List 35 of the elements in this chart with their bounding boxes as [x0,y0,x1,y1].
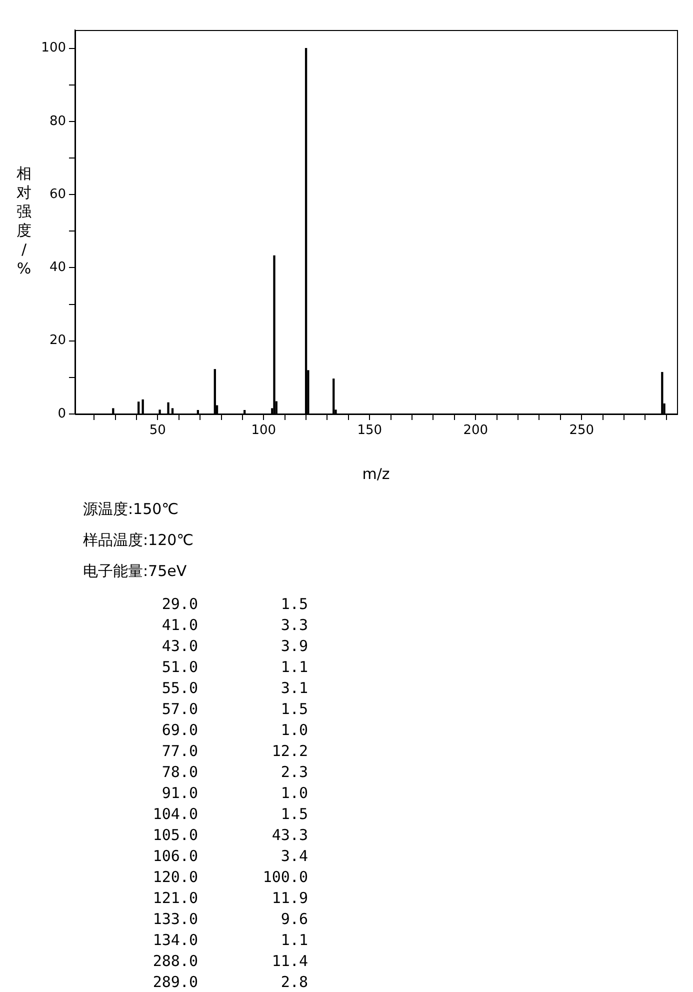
text: 120.0 100.0 [152,868,308,886]
text: 55.0 3.1 [162,678,308,696]
y-tick-label: 20 [49,333,66,348]
x-tick-label: 50 [149,423,166,438]
text: 289.0 2.8 [152,972,308,990]
text: 106.0 3.4 [152,846,308,864]
x-tick-label: 150 [357,423,382,438]
x-axis-title: m/z [362,464,390,483]
y-tick-label: 60 [49,186,66,202]
text: 51.0 1.1 [162,658,308,676]
text: 91.0 1.0 [162,784,308,802]
text: 源温度:150℃ [83,500,180,520]
text: 77.0 12.2 [162,742,308,760]
text: 29.0 1.5 [162,594,308,612]
text: 134.0 1.1 [152,930,308,948]
x-tick-label: 100 [251,423,276,438]
text: 43.0 3.9 [162,636,308,654]
text: 69.0 1.0 [162,720,308,738]
text: 133.0 9.6 [152,910,308,928]
x-tick-label: 250 [569,423,594,438]
text: 105.0 43.3 [152,826,308,844]
y-tick-label: 100 [41,40,66,56]
text: 104.0 1.5 [152,804,308,822]
y-tick-label: 0 [58,406,66,422]
text: 78.0 2.3 [162,762,308,780]
y-tick-label: 40 [49,260,66,276]
text: 288.0 11.4 [152,952,308,970]
y-axis-title: 相对强度/% [16,164,32,278]
y-tick-label: 80 [49,114,66,129]
text: 57.0 1.5 [162,700,308,718]
x-tick-label: 200 [463,423,488,438]
text: 121.0 11.9 [152,888,308,906]
text: 样品温度:120℃ [83,531,195,551]
text: 电子能量:75eV [83,562,188,582]
text: 41.0 3.3 [162,616,308,634]
